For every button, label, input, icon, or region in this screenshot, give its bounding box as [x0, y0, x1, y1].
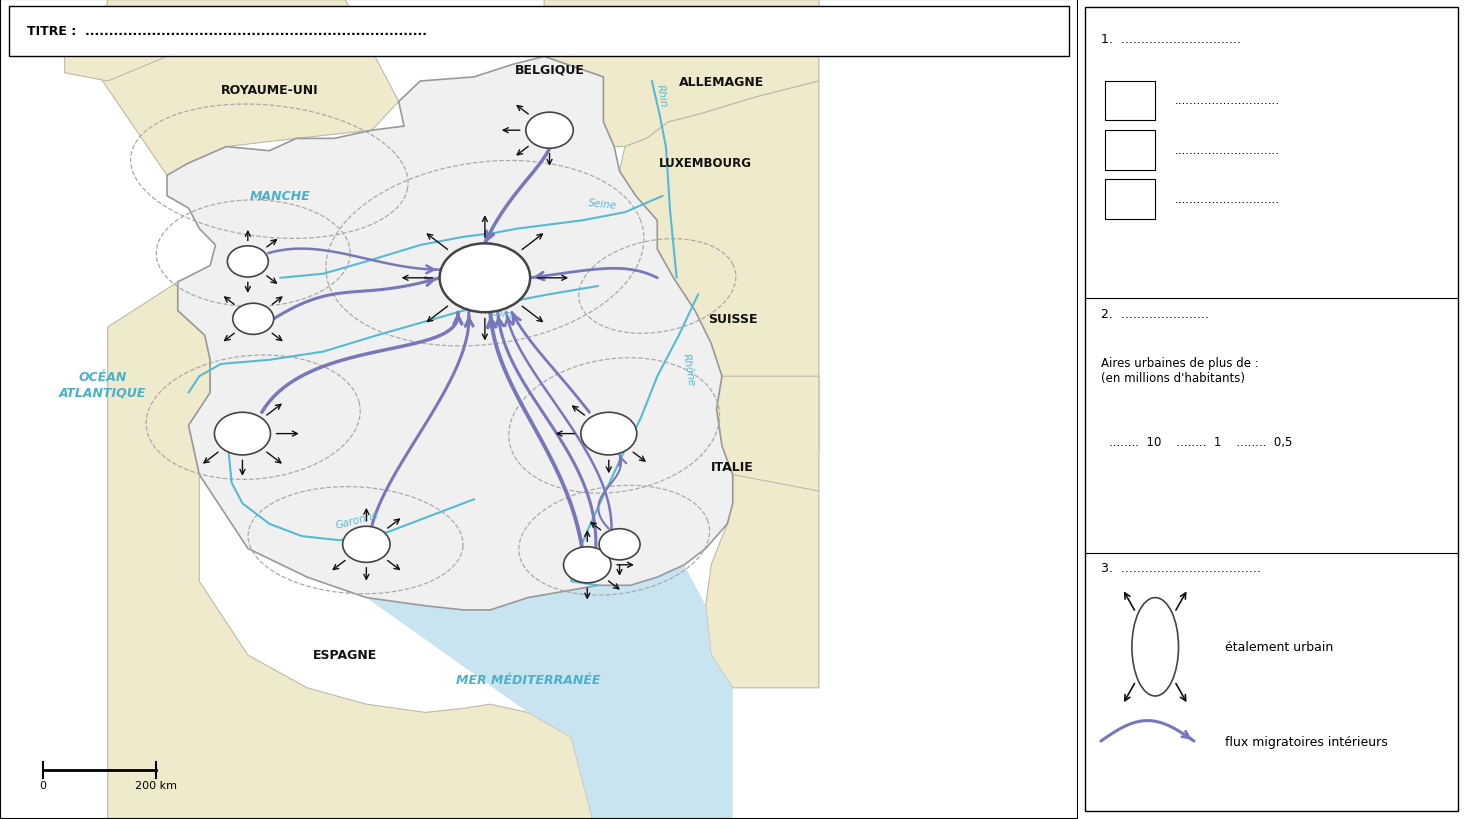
Polygon shape	[544, 0, 819, 147]
Text: Rhin: Rhin	[655, 84, 668, 108]
Polygon shape	[97, 0, 399, 176]
Text: TITRE :  .......................................................................: TITRE : ................................…	[26, 25, 427, 38]
Text: ............................: ............................	[1174, 143, 1280, 156]
Circle shape	[563, 547, 611, 583]
Text: Rhône: Rhône	[682, 352, 696, 387]
Circle shape	[440, 244, 531, 313]
Text: ROYAUME-UNI: ROYAUME-UNI	[220, 84, 318, 97]
Text: Loire: Loire	[490, 307, 517, 321]
Text: MANCHE: MANCHE	[249, 190, 311, 203]
Text: ALLEMAGNE: ALLEMAGNE	[679, 75, 765, 88]
Text: 3.  ...................................: 3. ...................................	[1101, 561, 1261, 574]
Circle shape	[227, 247, 268, 278]
Circle shape	[581, 413, 636, 455]
Text: étalement urbain: étalement urbain	[1226, 640, 1334, 654]
Text: flux migratoires intérieurs: flux migratoires intérieurs	[1226, 735, 1388, 748]
Circle shape	[1132, 598, 1179, 696]
Polygon shape	[167, 57, 733, 610]
FancyBboxPatch shape	[9, 7, 1069, 57]
Text: OCÉAN
ATLANTIQUE: OCÉAN ATLANTIQUE	[59, 371, 147, 399]
Polygon shape	[705, 475, 819, 688]
Text: ............................: ............................	[1174, 94, 1280, 107]
Circle shape	[343, 527, 390, 563]
Text: Aires urbaines de plus de :
(en millions d'habitants): Aires urbaines de plus de : (en millions…	[1101, 356, 1259, 384]
Polygon shape	[65, 33, 167, 82]
Text: MER MÉDITERRANÉE: MER MÉDITERRANÉE	[456, 673, 600, 686]
FancyBboxPatch shape	[1085, 8, 1459, 811]
Text: 200 km: 200 km	[135, 780, 177, 790]
Polygon shape	[620, 82, 819, 475]
Text: SUISSE: SUISSE	[708, 313, 758, 326]
Text: 0: 0	[40, 780, 47, 790]
Circle shape	[233, 304, 274, 335]
Text: ITALIE: ITALIE	[711, 460, 754, 473]
FancyBboxPatch shape	[1105, 180, 1155, 219]
Text: LUXEMBOURG: LUXEMBOURG	[660, 157, 752, 170]
Text: 1.  ..............................: 1. ..............................	[1101, 33, 1240, 46]
Text: Seine: Seine	[588, 198, 617, 210]
Text: ............................: ............................	[1174, 192, 1280, 206]
Text: Garonne: Garonne	[334, 509, 380, 530]
Text: 2.  ......................: 2. ......................	[1101, 307, 1208, 320]
Polygon shape	[366, 565, 733, 819]
Text: ........  10    ........  1    ........  0,5: ........ 10 ........ 1 ........ 0,5	[1108, 436, 1292, 449]
FancyBboxPatch shape	[1105, 131, 1155, 170]
Text: BELGIQUE: BELGIQUE	[515, 63, 585, 76]
Polygon shape	[717, 377, 819, 504]
Circle shape	[214, 413, 270, 455]
FancyBboxPatch shape	[1105, 82, 1155, 121]
Text: ESPAGNE: ESPAGNE	[312, 649, 377, 662]
Polygon shape	[108, 283, 592, 819]
Circle shape	[600, 529, 641, 560]
Circle shape	[526, 113, 573, 149]
